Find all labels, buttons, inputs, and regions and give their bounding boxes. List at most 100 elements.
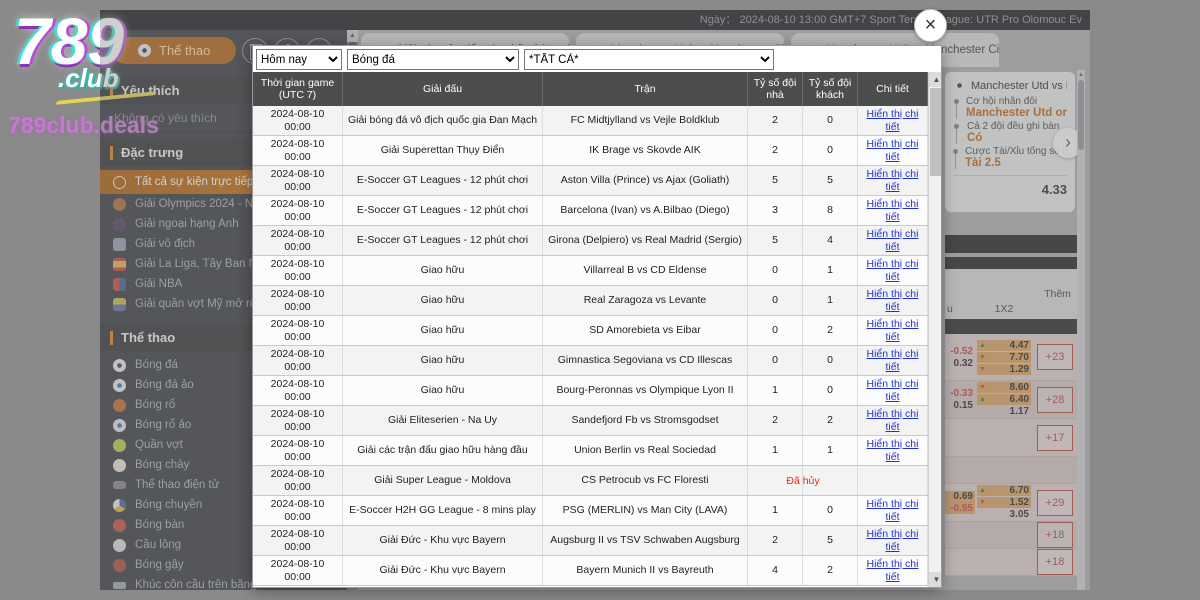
show-detail-link[interactable]: Hiển thị chi tiết [866,317,919,343]
show-detail-link[interactable]: Hiển thị chi tiết [866,347,919,373]
championship-icon [113,237,126,251]
league-select[interactable]: *TẤT CẢ* [524,49,774,70]
sidebar-item-label: Bóng bàn [135,519,185,531]
show-detail-link[interactable]: Hiển thị chi tiết [866,227,919,253]
modal-scrollbar[interactable]: ▲ ▼ [928,72,941,587]
site-url-text: 789club.deals [8,112,159,138]
more-markets-button[interactable]: +18 [1037,549,1073,575]
show-detail-link[interactable]: Hiển thị chi tiết [866,137,919,163]
cell-home-score: 3 [748,196,803,225]
cell-away-score: 1 [803,286,858,315]
cell-match: FC Midtjylland vs Vejle Boldklub [543,106,748,135]
scroll-up-icon[interactable]: ▲ [929,72,941,87]
soccer-ball-icon [138,44,151,57]
cell-home-score: 1 [748,436,803,465]
bet-item-label: Cơ hội nhân đôi [966,96,1038,107]
cell-away-score: 0 [803,136,858,165]
sidebar-item-label: Khúc côn cầu trên băng [135,579,257,590]
sidebar-item[interactable]: Khúc côn cầu trên băng [100,575,347,590]
handicap-cell[interactable]: -0.52 0.32 [945,346,975,369]
results-modal: Hôm nay Bóng đá *TẤT CẢ* Thời gian game … [252,45,942,588]
show-detail-link[interactable]: Hiển thị chi tiết [866,167,919,193]
show-detail-link[interactable]: Hiển thị chi tiết [866,377,919,403]
cell-time: 2024-08-10 00:00 [253,316,343,345]
show-detail-link[interactable]: Hiển thị chi tiết [866,197,919,223]
more-markets-button[interactable]: +17 [1037,424,1073,451]
odds-1x2-cell[interactable]: ▲ 4.47 ▼ 7.70 ▼ 1.29 [975,339,1033,376]
sidebar-item[interactable]: Giải ngoại hạng Anh [100,214,347,234]
more-markets-button[interactable]: +29 [1037,489,1073,516]
cell-time: 2024-08-10 00:00 [253,556,343,585]
live-events-icon [113,175,126,189]
cell-away-score: 0 [803,106,858,135]
sport-select[interactable]: Bóng đá [347,49,519,70]
trend-arrow-icon: ▼ [979,384,986,391]
sidebar-item[interactable]: Bóng đá [100,355,347,375]
volleyball-icon [113,498,126,512]
cell-league: Giải Đức - Khu vực Bayern [343,526,543,555]
sidebar-item[interactable]: Giải Olympics 2024 - Nam [100,194,347,214]
scrollbar-thumb[interactable] [1078,80,1084,150]
show-detail-link[interactable]: Hiển thị chi tiết [866,407,919,433]
panel-scrollbar[interactable]: ▲ [1077,70,1085,590]
card-bet-item: Cược Tài/Xỉu tổng số b Tài 2.5 [953,146,1068,169]
scrollbar-thumb[interactable] [930,88,941,176]
more-markets-button[interactable]: +18 [1037,522,1073,548]
close-modal-button[interactable]: × [914,9,947,42]
scroll-up-icon[interactable]: ▲ [1078,72,1084,78]
odds-1x2-cell[interactable]: ▲ 6.70 ▼ 1.52 3.05 [975,484,1033,521]
sidebar-item[interactable]: Bóng bàn [100,515,347,535]
show-detail-link[interactable]: Hiển thị chi tiết [866,287,919,313]
featured-title: Đặc trưng [121,145,184,160]
table-row: 2024-08-10 00:00 E-Soccer H2H GG League … [253,496,928,526]
show-detail-link[interactable]: Hiển thị chi tiết [866,107,919,133]
sidebar-item-label: Bóng đá [135,359,178,371]
show-detail-link[interactable]: Hiển thị chi tiết [866,257,919,283]
sidebar-item[interactable]: Giải La Liga, Tây Ban Nha [100,254,347,274]
cell-time: 2024-08-10 00:00 [253,136,343,165]
trend-arrow-icon: ▲ [979,341,986,349]
odds-1x2-cell[interactable]: ▼ 8.60 ▲ 6.40 1.17 [975,381,1033,418]
more-markets-button[interactable]: +28 [1037,386,1073,413]
show-detail-link[interactable]: Hiển thị chi tiết [866,557,919,583]
match-suggestion-card: Manchester Utd vs M Cơ hội nhân đôi Manc… [945,72,1075,212]
sidebar-item[interactable]: Giải NBA [100,274,347,294]
sidebar-item[interactable]: Bóng rổ ảo [100,415,347,435]
sidebar-item[interactable]: Quần vợt [100,435,347,455]
sidebar-item[interactable]: Bóng gậy [100,555,347,575]
cell-match: Augsburg II vs TSV Schwaben Augsburg [543,526,748,555]
sidebar-item[interactable]: Bóng đá ảo [100,375,347,395]
sidebar-item[interactable]: Bóng rổ [100,395,347,415]
more-markets-button[interactable]: +23 [1037,344,1073,370]
cell-match: SD Amorebieta vs Eibar [543,316,748,345]
show-detail-link[interactable]: Hiển thị chi tiết [866,527,919,553]
period-select[interactable]: Hôm nay [256,49,342,70]
cell-match: Aston Villa (Prince) vs Ajax (Goliath) [543,166,748,195]
cell-home-score: 5 [748,226,803,255]
trend-arrow-icon: ▼ [979,499,986,506]
sidebar-item[interactable]: Cầu lông [100,535,347,555]
show-detail-link[interactable]: Hiển thị chi tiết [866,497,919,523]
cell-away-score: 2 [803,406,858,435]
sidebar-item-label: Bóng đá ảo [135,379,194,391]
handicap-value: 0.69 [953,491,973,502]
scroll-down-icon[interactable]: ▼ [929,572,941,587]
sidebar-item[interactable]: Thể thao điện tử [100,475,347,495]
sidebar-item[interactable]: Bóng chuyền [100,495,347,515]
odds-value: 1.17 [1009,406,1029,417]
handicap-cell[interactable]: 0.69 -0.95 [945,491,975,514]
card-bet-item: Cơ hội nhân đôi Manchester Utd or [953,96,1067,119]
handicap-cell[interactable]: -0.33 0.15 [945,388,975,411]
sports-button[interactable]: Thể thao [112,37,237,64]
cell-match: Union Berlin vs Real Sociedad [543,436,748,465]
cell-league: Giải bóng đá vô địch quốc gia Đan Mạch [343,106,543,135]
odds-row: -0.52 0.32 ▲ 4.47 ▼ 7.70 ▼ 1.29 +23 [945,334,1082,381]
show-detail-link[interactable]: Hiển thị chi tiết [866,437,919,463]
sidebar-item[interactable]: Bóng chày [100,455,347,475]
odds-value: 8.60 [1009,382,1029,393]
scroll-up-icon[interactable]: ▲ [347,30,358,42]
cell-away-score: 0 [803,376,858,405]
sidebar-item[interactable]: Giải vô địch [100,234,347,254]
card-title-row: Manchester Utd vs M [953,79,1067,92]
bullet-dot-icon [953,149,958,154]
